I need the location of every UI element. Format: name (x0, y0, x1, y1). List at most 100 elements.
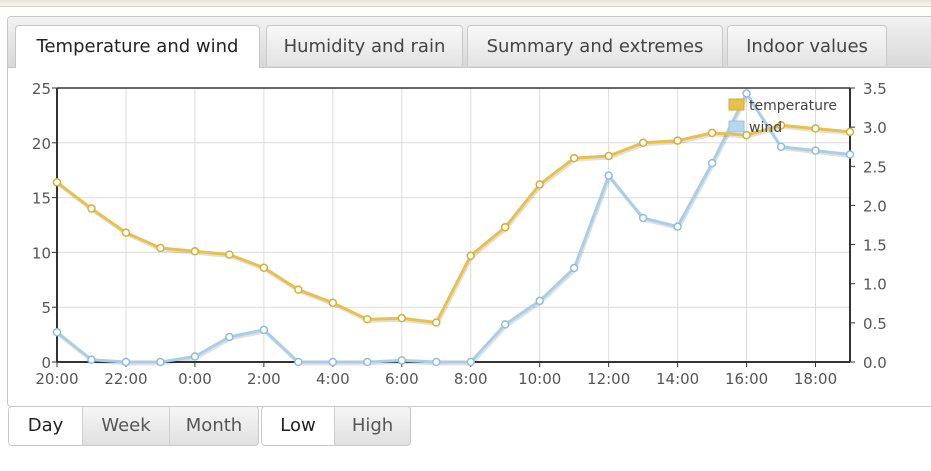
wind-point (328, 357, 338, 367)
temperature-point (225, 250, 234, 259)
wind-shadow (57, 92, 852, 366)
wind-point (707, 158, 717, 168)
right-tick-label: 3.0 (863, 119, 887, 137)
temperature-point (466, 251, 475, 260)
temperature-point (811, 124, 820, 133)
x-tick-label: 4:00 (316, 370, 350, 388)
wind-point (432, 357, 441, 367)
temperature-point (742, 130, 751, 140)
temperature-point (500, 222, 510, 232)
right-tick-label: 2.0 (863, 197, 887, 215)
temperature-point (535, 180, 544, 189)
left-tick-label: 0 (41, 354, 51, 372)
wind-point (604, 171, 613, 180)
x-tick-label: 10:00 (518, 370, 561, 388)
tab-indoor-values[interactable]: Indoor values (727, 25, 887, 66)
wind-point (535, 296, 544, 306)
range-button-group: Low High (261, 406, 411, 446)
legend-swatch-wind (728, 120, 745, 133)
temperature-series (52, 121, 855, 327)
wind-point (190, 352, 200, 361)
right-tick-label: 1.5 (863, 237, 887, 255)
temperature-point (776, 121, 786, 130)
temperature-point (156, 243, 165, 253)
tab-humidity-rain[interactable]: Humidity and rain (266, 25, 463, 66)
left-axis-ticks: 0 5 10 15 20 25 (32, 80, 57, 372)
temperature-point (121, 228, 131, 237)
x-tick-label: 12:00 (587, 370, 630, 388)
wind-point (397, 356, 407, 365)
right-tick-label: 0.5 (863, 315, 887, 333)
wind-point (363, 357, 372, 367)
left-tick-label: 25 (32, 80, 51, 98)
x-tick-label: 22:00 (104, 370, 147, 388)
x-tick-label: 0:00 (178, 370, 212, 388)
left-tick-label: 5 (41, 299, 51, 317)
x-tick-label: 6:00 (385, 370, 419, 388)
temperature-point (604, 151, 613, 161)
x-tick-label: 14:00 (656, 370, 699, 388)
wind-point (52, 328, 62, 337)
wind-point (500, 320, 510, 329)
temperature-point (432, 318, 441, 327)
temperature-point (259, 263, 269, 272)
wind-point (638, 213, 648, 223)
left-tick-label: 10 (32, 244, 51, 262)
wind-point (121, 357, 131, 367)
legend-label-wind: wind (749, 120, 782, 136)
x-tick-label: 16:00 (725, 370, 768, 388)
x-tick-label: 8:00 (454, 370, 488, 388)
temperature-point (87, 204, 96, 213)
temperature-point (294, 285, 303, 294)
wind-point (156, 357, 165, 367)
tab-bar: Temperature and wind Humidity and rain S… (8, 17, 931, 68)
legend-label-temperature: temperature (749, 98, 837, 114)
chart: 0 5 10 15 20 25 0.0 0.5 1.0 1.5 2.0 2.5 3.0 3.5 20:0… (32, 80, 887, 388)
legend: temperature wind (728, 98, 837, 136)
temperature-point (673, 136, 682, 145)
right-tick-label: 2.5 (863, 158, 887, 176)
wind-point (87, 355, 96, 364)
wind-point (673, 222, 682, 231)
wind-point (294, 357, 303, 367)
tab-temperature-wind[interactable]: Temperature and wind (15, 25, 260, 68)
x-tick-label: 18:00 (794, 370, 837, 388)
x-axis-ticks: 20:00 22:00 0:00 2:00 4:00 6:00 8:00 10:00 12:00… (35, 362, 837, 388)
wind-point (776, 142, 786, 151)
wind-line (56, 92, 851, 364)
temperature-point (569, 153, 579, 163)
month-button[interactable]: Month (169, 407, 258, 445)
temperature-point (397, 313, 407, 323)
wind-point (569, 263, 579, 273)
temperature-point (638, 138, 648, 148)
temperature-point (363, 315, 372, 324)
wind-point (845, 150, 855, 159)
chart-panel: Temperature and wind Humidity and rain S… (7, 16, 931, 407)
temperature-shadow (57, 125, 852, 327)
week-button[interactable]: Week (82, 407, 169, 445)
temperature-point (328, 298, 338, 308)
right-tick-label: 0.0 (863, 354, 887, 372)
low-button[interactable]: Low (262, 407, 334, 445)
left-tick-label: 20 (32, 135, 51, 153)
wind-point (259, 325, 269, 335)
left-tick-label: 15 (32, 190, 51, 208)
tab-summary-extremes[interactable]: Summary and extremes (467, 25, 723, 66)
legend-swatch-temperature (728, 98, 745, 111)
wind-series (52, 89, 855, 367)
x-tick-label: 20:00 (35, 370, 78, 388)
temperature-point (845, 127, 855, 137)
wind-point (466, 357, 475, 367)
right-tick-label: 3.5 (863, 80, 887, 98)
right-tick-label: 1.0 (863, 276, 887, 294)
day-button[interactable]: Day (9, 407, 82, 445)
temperature-point (707, 128, 717, 138)
temperature-point (190, 247, 200, 256)
period-button-group: Day Week Month (8, 406, 259, 446)
temperature-point (52, 178, 62, 187)
high-button[interactable]: High (334, 407, 410, 445)
right-axis-ticks: 0.0 0.5 1.0 1.5 2.0 2.5 3.0 3.5 (850, 80, 887, 372)
wind-point (811, 146, 820, 155)
top-rule (0, 0, 931, 7)
x-tick-label: 2:00 (247, 370, 281, 388)
